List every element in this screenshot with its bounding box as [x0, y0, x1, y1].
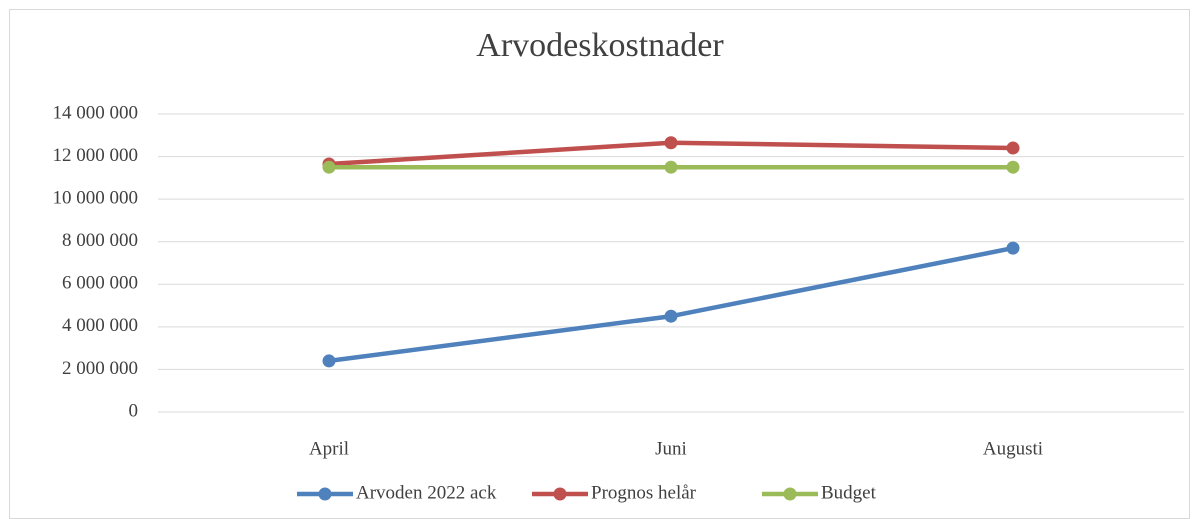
y-tick-label: 2 000 000	[62, 358, 138, 379]
x-tick-label: Augusti	[983, 438, 1043, 459]
data-point	[322, 160, 336, 174]
y-tick-label: 8 000 000	[62, 230, 138, 251]
legend-label: Arvoden 2022 ack	[356, 482, 497, 503]
data-point	[664, 309, 678, 323]
data-point	[1006, 141, 1020, 155]
y-tick-label: 4 000 000	[62, 315, 138, 336]
y-tick-label: 14 000 000	[53, 102, 139, 123]
data-point	[664, 160, 678, 174]
legend-marker	[783, 487, 797, 501]
legend-marker	[318, 487, 332, 501]
chart-title: Arvodeskostnader	[476, 27, 724, 64]
data-point	[322, 354, 336, 368]
legend-marker	[553, 487, 567, 501]
y-tick-label: 10 000 000	[53, 188, 139, 209]
y-tick-label: 0	[129, 400, 139, 421]
y-tick-label: 12 000 000	[53, 145, 139, 166]
data-point	[664, 136, 678, 150]
x-tick-label: April	[309, 438, 349, 459]
legend-label: Budget	[821, 482, 877, 503]
y-tick-label: 6 000 000	[62, 273, 138, 294]
data-point	[1006, 160, 1020, 174]
data-point	[1006, 241, 1020, 255]
legend-label: Prognos helår	[591, 482, 697, 503]
x-tick-label: Juni	[655, 438, 687, 459]
chart-border	[9, 9, 1190, 519]
